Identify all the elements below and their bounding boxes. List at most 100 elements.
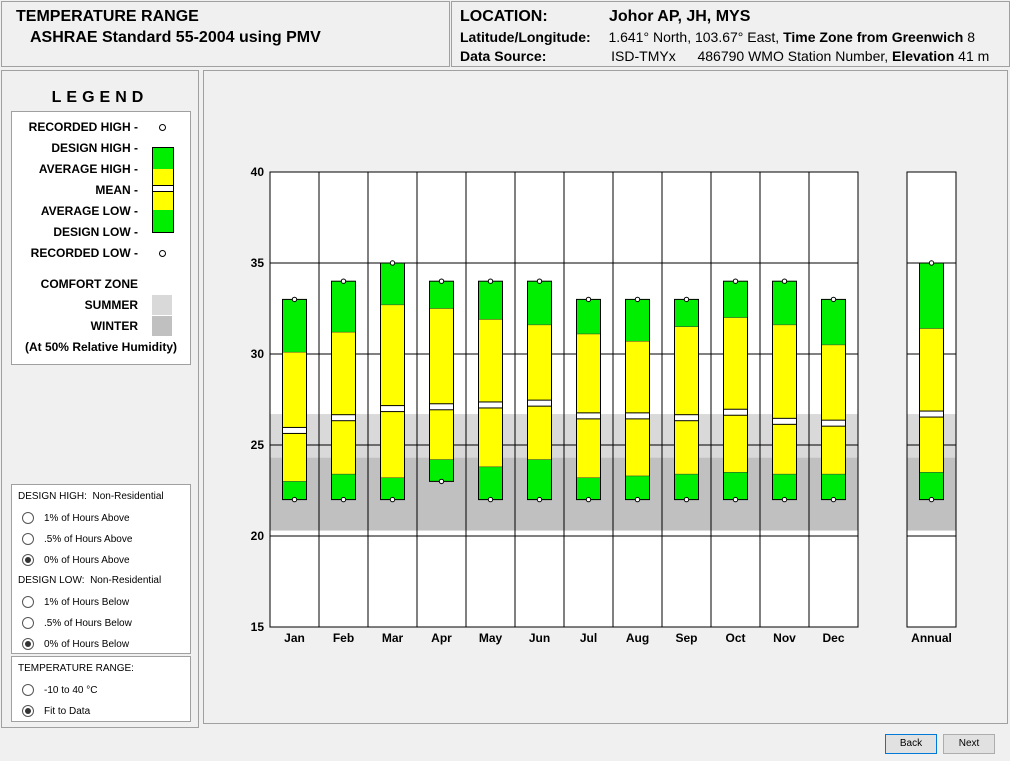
recorded-low-point	[389, 496, 396, 503]
x-tick-label: Mar	[382, 631, 404, 645]
mean-marker	[380, 405, 405, 413]
bar-segment-design-low	[772, 474, 797, 500]
temp-range-label-fit[interactable]: Fit to Data	[44, 706, 91, 717]
x-tick-label: Jul	[580, 631, 597, 645]
station-value: 486790 WMO Station Number,	[697, 48, 889, 64]
bar-segment-average	[478, 319, 503, 467]
bar-segment-design-high	[576, 299, 601, 334]
bar-jun	[527, 278, 552, 503]
recorded-high-point	[487, 278, 494, 284]
recorded-low-point	[732, 496, 739, 503]
temp-range-label-fixed[interactable]: -10 to 40 °C	[44, 685, 98, 696]
design-high-heading: DESIGN HIGH: Non-Residential	[18, 491, 164, 502]
legend-comfort-zone: COMFORT ZONE	[40, 277, 138, 291]
legend-winter: WINTER	[90, 319, 138, 333]
plot-border-annual	[906, 171, 957, 628]
design-low-label-1pct[interactable]: 1% of Hours Below	[44, 597, 130, 608]
recorded-low-point	[634, 496, 641, 503]
bar-segment-design-low	[821, 474, 846, 500]
timezone-label: Time Zone from Greenwich	[783, 29, 964, 45]
legend-recorded-low: RECORDED LOW -	[30, 246, 138, 260]
temp-range-radio-fixed[interactable]	[22, 684, 34, 696]
recorded-high-marker-icon	[159, 124, 166, 131]
design-low-radio-1pct[interactable]	[22, 596, 34, 608]
legend-average-high: AVERAGE HIGH -	[38, 162, 138, 176]
bar-mar	[380, 260, 405, 503]
recorded-high-point	[634, 296, 641, 303]
legend-summer: SUMMER	[84, 298, 138, 312]
bar-segment-average	[331, 332, 356, 475]
recorded-low-marker-icon	[159, 250, 166, 257]
recorded-high-point	[438, 278, 445, 284]
recorded-high-point	[389, 260, 396, 266]
mean-marker	[576, 412, 601, 420]
header-title-panel: TEMPERATURE RANGE ASHRAE Standard 55-200…	[1, 1, 450, 67]
mean-marker	[478, 401, 503, 409]
location-label: LOCATION:	[460, 8, 548, 25]
design-high-radio-1pct[interactable]	[22, 512, 34, 524]
bar-segment-design-high	[723, 281, 748, 318]
design-low-label-0pct[interactable]: 0% of Hours Below	[44, 639, 130, 650]
design-high-label-05pct[interactable]: .5% of Hours Above	[44, 534, 133, 545]
bar-dec	[821, 296, 846, 503]
bar-segment-design-high	[331, 281, 356, 333]
recorded-low-point	[291, 496, 298, 503]
design-high-radio-0pct[interactable]	[22, 554, 34, 566]
design-low-radio-0pct[interactable]	[22, 638, 34, 650]
design-high-radio-05pct[interactable]	[22, 533, 34, 545]
temp-range-box: TEMPERATURE RANGE: -10 to 40 °C Fit to D…	[11, 656, 191, 722]
bar-segment-average	[821, 344, 846, 475]
latlon-value: 1.641° North, 103.67° East,	[608, 29, 780, 45]
elevation-label: Elevation	[892, 48, 955, 64]
mean-marker	[723, 408, 748, 416]
recorded-high-point	[340, 278, 347, 284]
bar-segment-average	[380, 304, 405, 478]
legend-note: (At 50% Relative Humidity)	[24, 340, 178, 354]
legend-average-low: AVERAGE LOW -	[40, 204, 138, 218]
recorded-low-point	[585, 496, 592, 503]
bar-segment-design-low	[625, 475, 650, 500]
x-tick-label: Annual	[911, 631, 952, 645]
x-tick-label: Nov	[773, 631, 796, 645]
bar-segment-design-high	[821, 299, 846, 345]
page-title: TEMPERATURE RANGE	[16, 8, 199, 25]
bar-segment-design-low	[723, 472, 748, 500]
bar-segment-design-high	[625, 299, 650, 342]
back-button[interactable]: Back	[885, 734, 937, 754]
x-tick-label: Jan	[284, 631, 305, 645]
chart-panel: 15 20 25 30 35 40 Jan Feb Mar Apr May Jun Jul Aug Sep O…	[203, 70, 1008, 724]
design-low-label-05pct[interactable]: .5% of Hours Below	[44, 618, 132, 629]
x-tick-label: Feb	[333, 631, 354, 645]
bar-feb	[331, 278, 356, 503]
recorded-low-point	[340, 496, 347, 503]
design-low-radio-05pct[interactable]	[22, 617, 34, 629]
mean-marker	[429, 403, 454, 411]
design-high-label-1pct[interactable]: 1% of Hours Above	[44, 513, 130, 524]
y-tick-label: 40	[251, 165, 265, 179]
recorded-high-point	[928, 260, 935, 266]
bar-segment-design-low	[674, 474, 699, 500]
recorded-low-point	[781, 496, 788, 503]
next-button[interactable]: Next	[943, 734, 995, 754]
legend-box: RECORDED HIGH - DESIGN HIGH - AVERAGE HI…	[11, 111, 191, 365]
bar-segment-design-high	[478, 281, 503, 320]
bar-segment-design-low	[380, 477, 405, 500]
mean-marker	[331, 414, 356, 422]
y-tick-label: 30	[251, 347, 265, 361]
source-label: Data Source:	[460, 48, 547, 64]
bar-segment-design-low	[527, 459, 552, 500]
bar-segment-design-high	[380, 263, 405, 305]
temp-range-radio-fit[interactable]	[22, 705, 34, 717]
design-high-label-0pct[interactable]: 0% of Hours Above	[44, 555, 130, 566]
sidebar: LEGEND RECORDED HIGH - DESIGN HIGH - AVE…	[1, 70, 199, 728]
bar-segment-average	[429, 308, 454, 460]
bar-segment-design-high	[772, 281, 797, 325]
bar-segment-design-low	[282, 481, 307, 500]
bar-segment-average	[282, 352, 307, 482]
bar-annual	[919, 260, 944, 503]
latlon-label: Latitude/Longitude:	[460, 29, 591, 45]
recorded-high-point	[536, 278, 543, 284]
design-low-heading: DESIGN LOW: Non-Residential	[18, 575, 162, 586]
mean-marker	[919, 410, 944, 418]
recorded-high-point	[781, 278, 788, 284]
